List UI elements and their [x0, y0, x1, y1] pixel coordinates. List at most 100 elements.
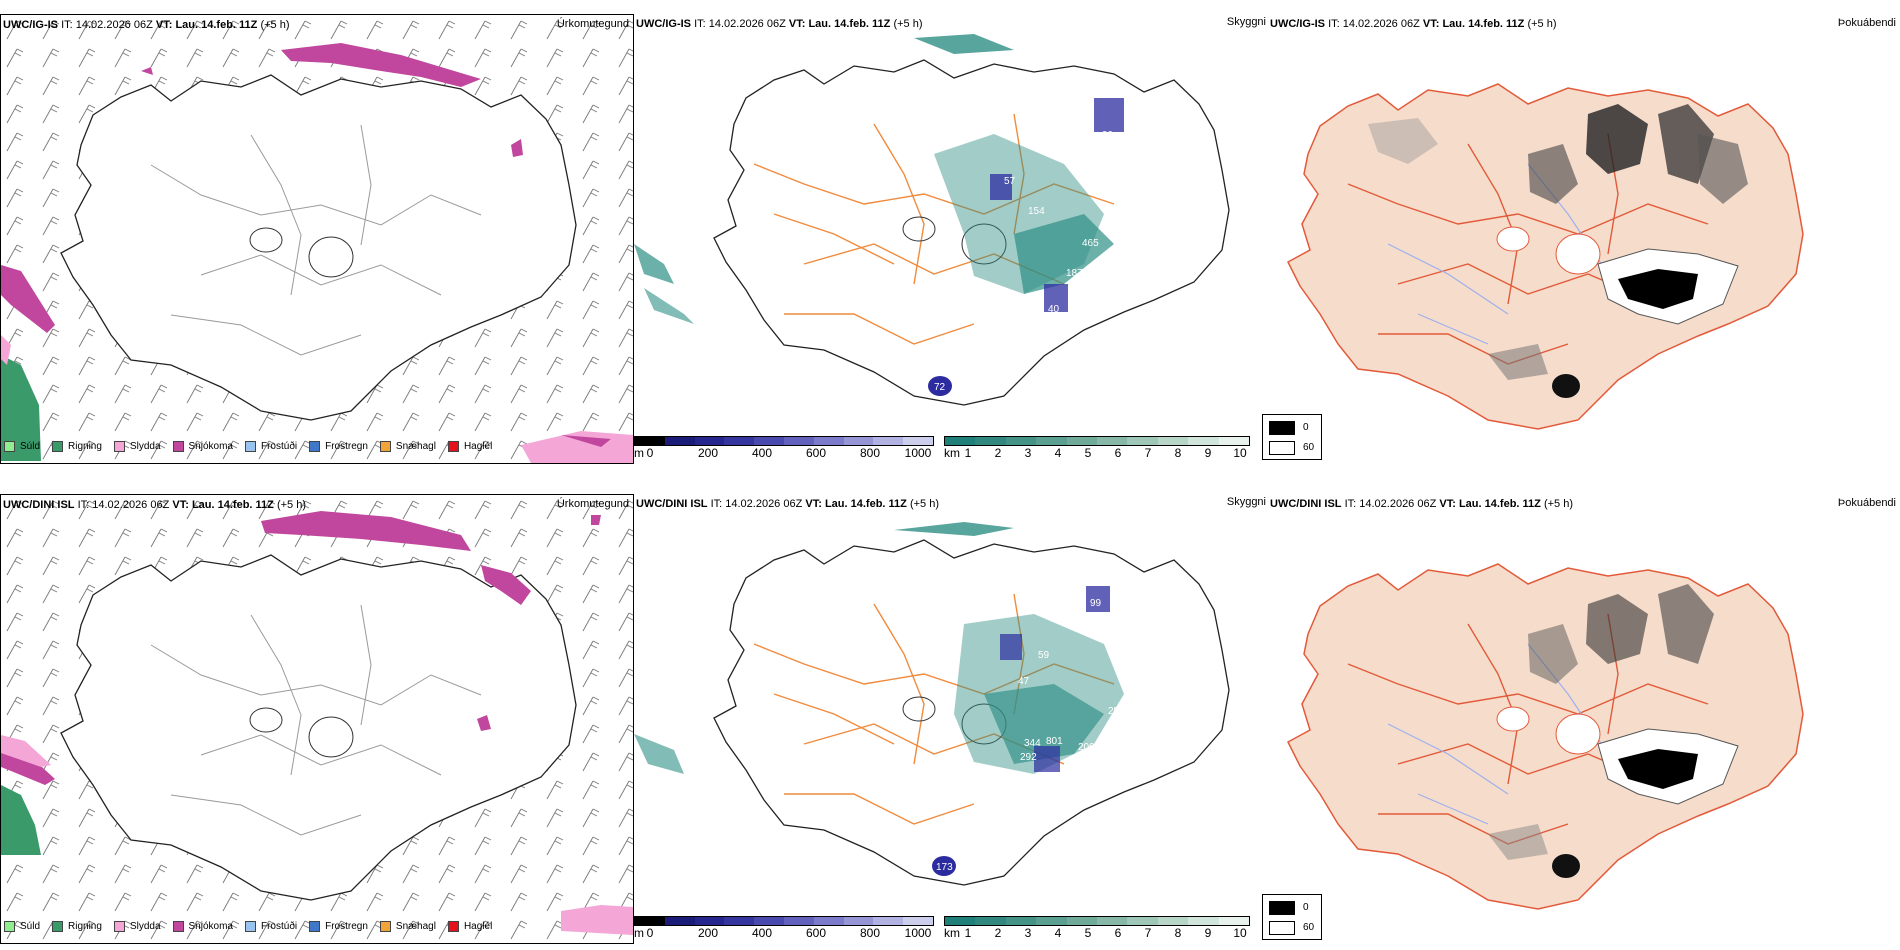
vis-color-step [1218, 437, 1250, 445]
precip-legend: Súld Rigning Slydda Snjókoma Frostúði Fr… [4, 441, 504, 452]
height-colorbar [634, 916, 934, 926]
legend-item: Frostúði [244, 921, 298, 932]
legend-item: Frostregn [309, 441, 368, 452]
fog-map-2 [1287, 563, 1804, 910]
height-color-step [724, 437, 755, 445]
legend-item: Rigning [52, 441, 102, 452]
vt-label: VT: [155, 19, 173, 31]
legend-swatch [4, 441, 15, 452]
vis-color-step [945, 917, 976, 925]
height-tick: 0 [646, 446, 654, 460]
height-color-step [664, 917, 695, 925]
height-color-step [754, 917, 784, 925]
vis-tick: 4 [1054, 926, 1062, 940]
legend-label: Snæhagl [395, 441, 436, 452]
vis-tick: 1 [964, 926, 972, 940]
fog-legend-label: 0 [1303, 902, 1309, 913]
panel-title: Skyggni [1226, 496, 1266, 508]
height-tick: 200 [697, 926, 719, 940]
height-label: 72 [934, 382, 946, 393]
legend-swatch [244, 921, 256, 932]
vis-color-step [1036, 437, 1067, 445]
legend-swatch [172, 921, 184, 932]
legend-swatch [244, 441, 256, 452]
height-tick: 1000 [904, 446, 932, 460]
legend-label: Súld [20, 921, 41, 932]
legend-swatch [309, 441, 321, 452]
visibility-colorbar [944, 436, 1250, 446]
vis-color-step [1188, 917, 1219, 925]
it-label: IT: [694, 18, 706, 30]
height-tick: 200 [697, 446, 719, 460]
height-tick: 800 [859, 446, 881, 460]
legend-swatch [379, 441, 391, 452]
lead-time: (+5 h) [276, 499, 306, 511]
iceland-outline [60, 74, 577, 421]
panel-header: UWC/DINI ISL IT: 14.02.2026 06Z VT: Lau.… [3, 499, 306, 511]
height-color-step [903, 437, 933, 445]
height-tick: 600 [805, 926, 827, 940]
legend-label: Slydda [129, 921, 161, 932]
precip-legend: Súld Rigning Slydda Snjókoma Frostúði Fr… [4, 921, 504, 932]
legend-swatch [52, 921, 64, 932]
panel-header: UWC/IG-IS IT: 14.02.2026 06Z VT: Lau. 14… [3, 19, 289, 31]
vt-label: VT: [788, 18, 806, 30]
height-color-step [873, 917, 904, 925]
height-label: 173 [936, 862, 953, 873]
vis-tick: 3 [1024, 926, 1032, 940]
legend-swatch [447, 921, 459, 932]
height-label: 209 [1078, 742, 1095, 753]
vis-color-step [1157, 437, 1189, 445]
fog-legend-label: 60 [1303, 442, 1315, 453]
legend-item: Slydda [113, 921, 161, 932]
height-color-step [635, 917, 665, 925]
legend-item: Frostúði [244, 441, 297, 452]
fog-legend-swatch [1269, 921, 1295, 935]
panel-title: Þokuábendi [1837, 17, 1896, 29]
it-value: 14.02.2026 06Z [725, 498, 803, 510]
vis-color-step [1005, 437, 1037, 445]
height-color-step [694, 437, 725, 445]
height-unit: m [634, 446, 644, 460]
vis-tick: 5 [1084, 446, 1092, 460]
legend-label: Snjókoma [188, 441, 233, 452]
vis-color-step [975, 437, 1006, 445]
model-name: UWC/IG-IS [636, 18, 691, 30]
vis-color-step [1036, 917, 1067, 925]
height-color-step [664, 437, 695, 445]
fog-legend-swatch [1269, 441, 1295, 455]
height-label: 254 [1108, 706, 1125, 717]
legend-swatch [172, 441, 184, 452]
fog-index-panel-2: UWC/DINI ISL IT: 14.02.2026 06Z VT: Lau.… [1268, 494, 1900, 944]
it-value: 14.02.2026 06Z [75, 19, 153, 31]
height-color-step [694, 917, 725, 925]
legend-item: Súld [4, 921, 40, 932]
legend-swatch [379, 921, 391, 932]
legend-label: Frostúði [260, 921, 298, 932]
visibility-colorbar [944, 916, 1250, 926]
vt-label: VT: [805, 498, 822, 510]
legend-swatch [4, 921, 15, 932]
height-label: 117 [1044, 776, 1060, 787]
height-label: 344 [1024, 738, 1041, 749]
lead-time: (+5 h) [893, 18, 923, 30]
visibility-unit: km [944, 926, 960, 940]
legend-label: Haglél [463, 441, 493, 452]
height-tick: 800 [859, 926, 881, 940]
vis-tick: 2 [994, 926, 1002, 940]
it-label: IT: [1328, 18, 1340, 30]
legend-item: Súld [4, 441, 40, 452]
vis-color-step [1127, 917, 1158, 925]
vis-tick: 7 [1144, 926, 1152, 940]
height-tick: 1000 [904, 926, 932, 940]
legend-item: Haglél [447, 921, 492, 932]
legend-swatch [52, 441, 64, 452]
vt-value: Lau. 14.feb. 11Z [824, 498, 907, 510]
model-name: UWC/DINI ISL [636, 498, 708, 510]
vis-tick: 6 [1114, 446, 1122, 460]
model-name: UWC/DINI ISL [1270, 498, 1342, 510]
fog-index-panel-1: UWC/IG-IS IT: 14.02.2026 06Z VT: Lau. 14… [1268, 14, 1900, 464]
lead-time: (+5 h) [1543, 498, 1573, 510]
vt-value: Lau. 14.feb. 11Z [808, 18, 891, 30]
it-value: 14.02.2026 06Z [92, 499, 170, 511]
